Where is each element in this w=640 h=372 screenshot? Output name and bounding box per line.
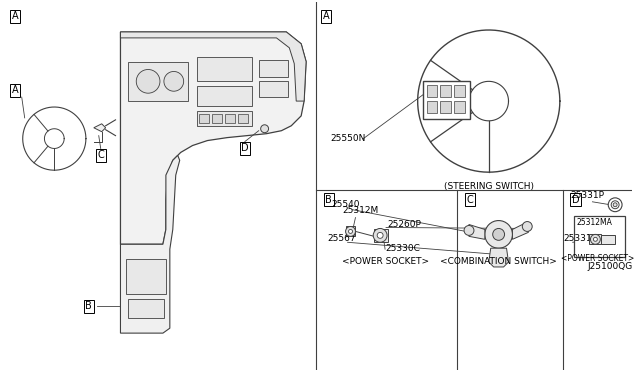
Circle shape xyxy=(522,222,532,231)
Text: 25331Q: 25331Q xyxy=(564,234,600,243)
Bar xyxy=(573,216,625,257)
Bar xyxy=(238,114,248,123)
Polygon shape xyxy=(489,248,509,267)
Bar xyxy=(602,235,615,244)
Text: <COMBINATION SWITCH>: <COMBINATION SWITCH> xyxy=(440,257,557,266)
Text: 25260P: 25260P xyxy=(387,221,421,230)
Circle shape xyxy=(377,232,383,238)
Text: B: B xyxy=(86,301,92,311)
Text: 25550N: 25550N xyxy=(331,134,366,143)
Bar xyxy=(198,111,252,126)
Text: C: C xyxy=(97,150,104,160)
Bar xyxy=(259,81,288,97)
Polygon shape xyxy=(120,32,306,244)
Bar xyxy=(440,85,451,97)
Text: 25330C: 25330C xyxy=(385,244,420,253)
Bar xyxy=(129,62,188,101)
Bar xyxy=(440,101,451,113)
Circle shape xyxy=(260,125,269,133)
Text: A: A xyxy=(12,11,18,21)
Circle shape xyxy=(485,221,513,248)
Text: 25312M: 25312M xyxy=(342,206,379,215)
Circle shape xyxy=(611,201,619,209)
Polygon shape xyxy=(374,230,388,242)
Circle shape xyxy=(346,227,355,236)
Text: <POWER SOCKET>: <POWER SOCKET> xyxy=(342,257,429,266)
Bar xyxy=(426,85,437,97)
Polygon shape xyxy=(120,155,180,333)
Text: C: C xyxy=(467,195,474,205)
Text: D: D xyxy=(572,195,579,205)
Text: 25312MA: 25312MA xyxy=(577,218,612,228)
Text: 25567: 25567 xyxy=(328,234,356,243)
Text: 25540: 25540 xyxy=(332,200,360,209)
Bar xyxy=(126,259,166,294)
Polygon shape xyxy=(589,234,602,244)
Bar xyxy=(198,57,252,81)
Polygon shape xyxy=(467,225,485,239)
Bar xyxy=(212,114,222,123)
Circle shape xyxy=(591,234,600,244)
Bar xyxy=(426,101,437,113)
Polygon shape xyxy=(513,222,530,239)
Text: 25331P: 25331P xyxy=(571,191,605,200)
Circle shape xyxy=(593,237,597,241)
Polygon shape xyxy=(120,32,306,101)
Circle shape xyxy=(136,70,160,93)
Polygon shape xyxy=(94,124,106,132)
Circle shape xyxy=(493,228,504,240)
Bar xyxy=(422,81,470,119)
Bar xyxy=(129,299,164,318)
Circle shape xyxy=(349,230,353,233)
Bar xyxy=(200,114,209,123)
Bar xyxy=(454,85,465,97)
Circle shape xyxy=(608,198,622,212)
Text: B: B xyxy=(325,195,332,205)
Circle shape xyxy=(164,71,184,91)
Text: D: D xyxy=(241,144,249,154)
Circle shape xyxy=(464,225,474,235)
Bar xyxy=(259,60,288,77)
Bar xyxy=(198,86,252,106)
Circle shape xyxy=(373,228,387,242)
Text: J25100QG: J25100QG xyxy=(588,262,633,271)
Text: (STEERING SWITCH): (STEERING SWITCH) xyxy=(444,182,534,191)
Text: <POWER SOCKET>: <POWER SOCKET> xyxy=(561,254,634,263)
Polygon shape xyxy=(346,227,355,236)
Text: A: A xyxy=(323,11,329,21)
Bar xyxy=(454,101,465,113)
Text: A: A xyxy=(12,85,18,95)
Circle shape xyxy=(613,203,617,207)
Bar xyxy=(225,114,235,123)
